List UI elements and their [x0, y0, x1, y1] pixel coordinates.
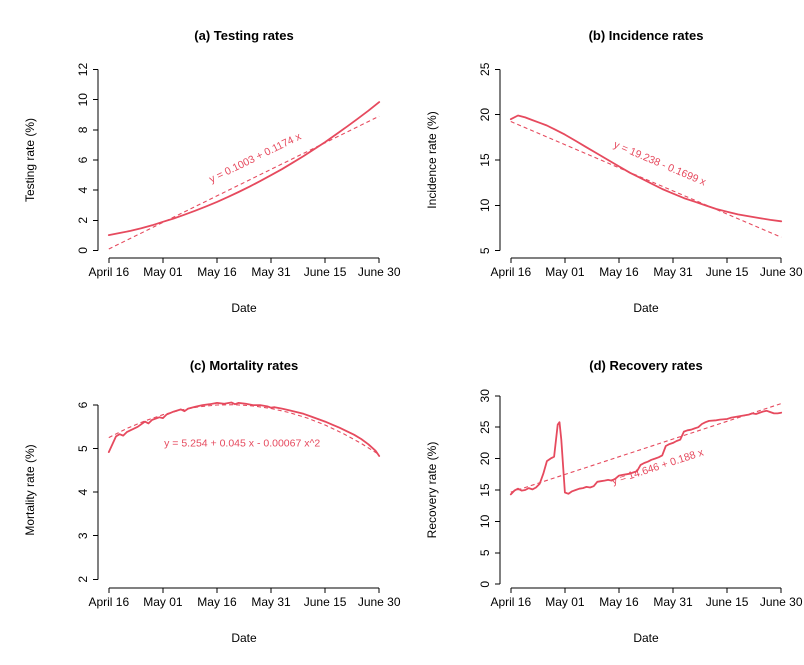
x-tick-label: June 30: [358, 265, 401, 279]
x-tick-label: April 16: [490, 595, 531, 609]
y-tick-label: 4: [76, 186, 90, 193]
observed-mortality-rate-line: [107, 401, 381, 457]
y-tick-label: 0: [76, 247, 90, 254]
quadratic-fit-line: [108, 404, 380, 456]
panel-title: (c) Mortality rates: [190, 358, 298, 373]
fit-equation: y = 14.646 + 0.188 x: [610, 446, 705, 487]
y-tick-label: 8: [76, 126, 90, 133]
y-tick-label: 25: [478, 62, 492, 76]
x-axis-label: Date: [633, 631, 659, 645]
series-lines: [107, 101, 381, 250]
x-tick-label: May 01: [143, 595, 183, 609]
y-tick-label: 10: [478, 514, 492, 528]
panel-title: (d) Recovery rates: [589, 358, 702, 373]
panel-recovery-rates: April 16 May 01 May 16 May 31 June 15 June 30…: [402, 330, 804, 660]
x-tick-label: June 15: [304, 595, 347, 609]
x-tick-label: May 31: [653, 265, 693, 279]
y-tick-label: 2: [76, 217, 90, 224]
x-tick-label: May 16: [599, 265, 639, 279]
x-tick-label: May 16: [599, 595, 639, 609]
observed-incidence-rate-line: [509, 114, 783, 223]
y-tick-label: 20: [478, 108, 492, 122]
y-tick-label: 15: [478, 483, 492, 497]
x-axis-label: Date: [231, 631, 257, 645]
x-axis-label: Date: [633, 301, 659, 315]
x-tick-label: June 15: [706, 595, 749, 609]
x-tick-label: May 16: [197, 265, 237, 279]
x-tick-label: May 16: [197, 595, 237, 609]
panel-title: (b) Incidence rates: [589, 28, 704, 43]
x-tick-label: April 16: [88, 265, 129, 279]
observed-testing-rate-line: [107, 101, 381, 237]
y-tick-label: 15: [478, 153, 492, 167]
x-tick-label: May 01: [545, 595, 585, 609]
panel-title: (a) Testing rates: [194, 28, 293, 43]
y-tick-label: 10: [478, 198, 492, 212]
panel-testing-rates: April 16 May 01 May 16 May 31 June 15 June 30…: [0, 0, 402, 330]
x-axis-label: Date: [231, 301, 257, 315]
y-axis-label: Mortality rate (%): [23, 444, 37, 535]
fit-equation: y = 5.254 + 0.045 x - 0.00067 x^2: [164, 437, 320, 449]
recovery-rates-chart: April 16 May 01 May 16 May 31 June 15 June 30…: [425, 358, 803, 645]
panel-incidence-rates: April 16 May 01 May 16 May 31 June 15 June 30…: [402, 0, 804, 330]
y-tick-label: 6: [76, 401, 90, 408]
x-tick-label: June 15: [706, 265, 749, 279]
incidence-rates-chart: April 16 May 01 May 16 May 31 June 15 June 30…: [425, 28, 803, 315]
axes: April 16 May 01 May 16 May 31 June 15 June 30…: [478, 389, 803, 609]
y-tick-label: 25: [478, 420, 492, 434]
observed-recovery-rate-line: [509, 409, 783, 496]
panel-mortality-rates: April 16 May 01 May 16 May 31 June 15 June 30…: [0, 330, 402, 660]
y-tick-label: 2: [76, 576, 90, 583]
x-tick-label: April 16: [88, 595, 129, 609]
x-tick-label: May 01: [545, 265, 585, 279]
y-axis-label: Incidence rate (%): [425, 111, 439, 208]
mortality-rates-chart: April 16 May 01 May 16 May 31 June 15 June 30…: [23, 358, 401, 645]
series-lines: [509, 114, 783, 238]
y-axis-label: Testing rate (%): [23, 118, 37, 202]
y-tick-label: 30: [478, 389, 492, 403]
y-tick-label: 12: [76, 63, 90, 77]
testing-rates-chart: April 16 May 01 May 16 May 31 June 15 June 30…: [23, 28, 401, 315]
y-tick-label: 10: [76, 93, 90, 107]
axes: April 16 May 01 May 16 May 31 June 15 June 30…: [76, 401, 401, 609]
x-tick-label: June 30: [760, 595, 803, 609]
series-lines: [509, 403, 783, 496]
y-tick-label: 3: [76, 532, 90, 539]
y-tick-label: 5: [478, 549, 492, 556]
y-tick-label: 20: [478, 452, 492, 466]
y-axis-label: Recovery rate (%): [425, 442, 439, 539]
series-lines: [107, 401, 381, 457]
x-tick-label: May 31: [251, 265, 291, 279]
x-tick-label: May 01: [143, 265, 183, 279]
y-tick-label: 5: [76, 445, 90, 452]
y-tick-label: 0: [478, 581, 492, 588]
x-tick-label: June 30: [358, 595, 401, 609]
y-tick-label: 6: [76, 156, 90, 163]
linear-fit-line: [510, 403, 782, 493]
axes: April 16 May 01 May 16 May 31 June 15 June 30…: [76, 63, 401, 279]
y-tick-label: 4: [76, 489, 90, 496]
linear-fit-line: [108, 115, 380, 250]
axes: April 16 May 01 May 16 May 31 June 15 June 30…: [478, 62, 803, 279]
x-tick-label: April 16: [490, 265, 531, 279]
x-tick-label: June 30: [760, 265, 803, 279]
x-tick-label: May 31: [653, 595, 693, 609]
fit-equation: y = 19.238 - 0.1699 x: [612, 139, 708, 189]
x-tick-label: June 15: [304, 265, 347, 279]
x-tick-label: May 31: [251, 595, 291, 609]
linear-fit-line: [510, 120, 782, 238]
y-tick-label: 5: [478, 247, 492, 254]
